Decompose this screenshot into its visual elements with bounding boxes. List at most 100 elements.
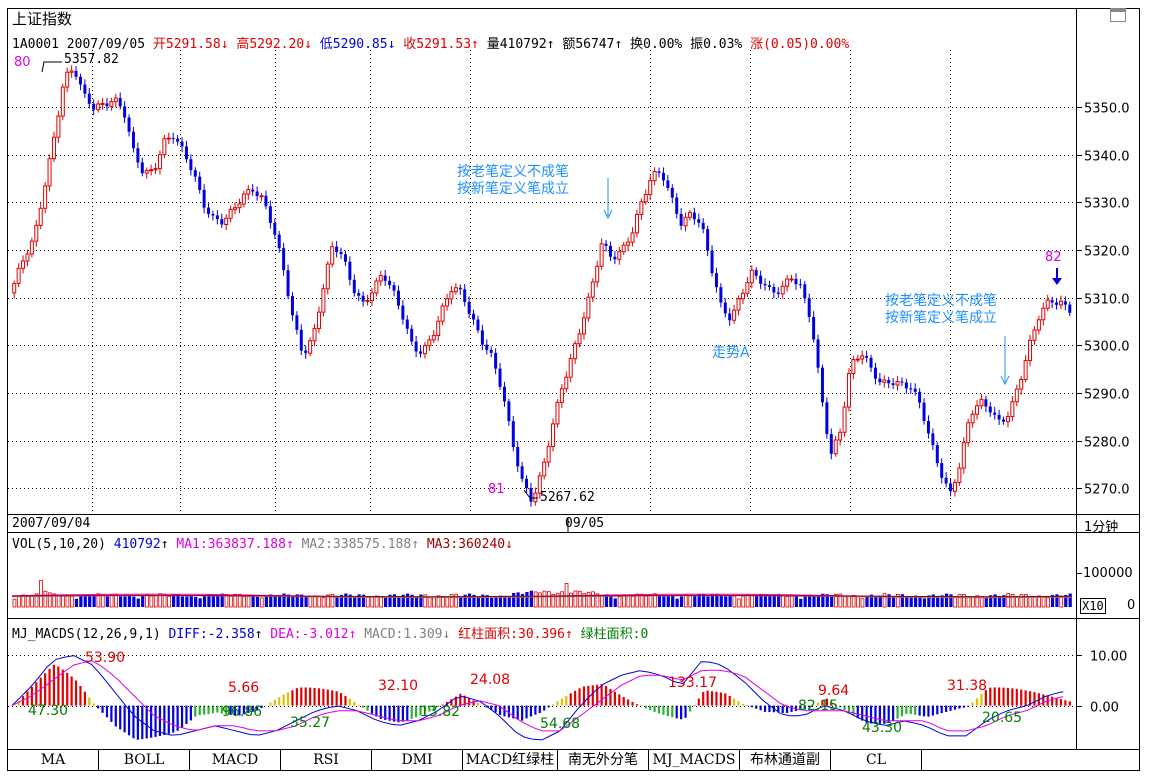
candle-body [555, 401, 560, 425]
candle-body [56, 115, 61, 138]
candle-body [494, 352, 498, 369]
volume-bar [339, 594, 344, 607]
macd-red-area-label: 5.66 [228, 680, 260, 696]
volume-bar [799, 598, 803, 607]
volume-bar [577, 590, 582, 608]
candle-body [1032, 329, 1037, 341]
volume-bar [865, 595, 869, 607]
volume-bar [34, 593, 39, 608]
volume-bar [326, 594, 330, 608]
volume-bar [304, 597, 308, 607]
candle-body [869, 357, 873, 368]
macd-red-area-label: 31.38 [947, 678, 988, 694]
candle-body [162, 138, 167, 156]
volume-bar [361, 594, 366, 607]
tab-7[interactable]: 南无外分笔 [558, 750, 649, 771]
volume-bar [295, 594, 299, 607]
candle-body [295, 315, 299, 330]
candle-body [529, 488, 533, 502]
volume-bar [282, 593, 286, 607]
tab-5[interactable]: DMI [372, 750, 463, 771]
candle-body [224, 217, 229, 226]
candle-body [798, 284, 802, 286]
vol-ma3-line [11, 594, 1073, 598]
volume-bar [92, 595, 96, 607]
tab-2[interactable]: BOLL [99, 750, 190, 771]
candle-body [604, 243, 608, 246]
candle-body [304, 350, 308, 354]
candle-body [564, 376, 569, 390]
header-close: 收5291.53 [403, 37, 472, 52]
volume-bar [476, 596, 480, 607]
tab-6[interactable]: MACD红绿柱 [463, 750, 558, 771]
volume-bar [74, 598, 79, 607]
candle-body [754, 270, 758, 276]
macd-tick-label: 10.00 [1090, 650, 1127, 665]
tab-4[interactable]: RSI [281, 750, 372, 771]
candle-body [180, 141, 184, 147]
low-leader [523, 489, 538, 499]
tab-10[interactable]: CL [831, 750, 922, 771]
candle-body [922, 402, 926, 422]
volume-bar [1064, 595, 1068, 607]
macd-tick-label: 0.00 [1090, 701, 1119, 716]
candle-body [900, 381, 904, 383]
volume-bar [882, 593, 887, 608]
volume-bar [374, 595, 379, 608]
candle-body [100, 102, 105, 105]
price-grid [8, 50, 1076, 514]
volume-bar [662, 596, 666, 607]
volume-bar [348, 594, 352, 607]
trend-label: 走势A [712, 345, 750, 361]
y-tick-label: 5290.0 [1084, 388, 1130, 403]
candle-body [202, 189, 206, 208]
volume-bar [180, 596, 185, 607]
volume-bar [353, 596, 357, 607]
annotation-2-line1: 按老笔定义不成笔 [885, 293, 997, 309]
volume-bar [555, 592, 560, 608]
volume-bar [895, 593, 900, 608]
up-arrow-icon: ↑ [411, 537, 420, 552]
tab-3[interactable]: MACD [190, 750, 281, 771]
up-arrow-icon: ↑ [471, 37, 479, 52]
window-restore-icon[interactable] [1110, 8, 1126, 22]
candle-body [96, 103, 101, 111]
volume-bar [291, 596, 295, 607]
volume-bar [512, 592, 516, 607]
period-button[interactable]: 1分钟 [1084, 520, 1119, 535]
vol-y-tick: 100000 [1083, 566, 1133, 581]
tab-1[interactable]: MA [8, 750, 99, 771]
down-arrow-icon: ↓ [505, 537, 513, 552]
candle-body [273, 222, 277, 235]
tab-8[interactable]: MJ_MACDS [649, 750, 740, 771]
volume-bar [944, 593, 949, 607]
page-title: 上证指数 [12, 10, 73, 28]
volume-bar [971, 596, 975, 608]
volume-bar [953, 596, 958, 608]
volume-bar [436, 595, 441, 608]
volume-bar [445, 596, 450, 608]
volume-bar [693, 596, 697, 607]
candle-body [675, 197, 679, 214]
candle-body [255, 191, 259, 196]
volume-bar [914, 595, 918, 607]
volume-bar [736, 598, 741, 608]
vol-unit[interactable]: X10 [1080, 598, 1106, 614]
macd-value: MACD:1.309 [364, 627, 443, 642]
candle-body [414, 341, 418, 352]
candle-body [944, 477, 948, 484]
candle-body [29, 240, 34, 255]
volume-bar [644, 595, 648, 608]
candle-body [913, 388, 917, 392]
candle-body [507, 401, 511, 422]
low-label: 5267.62 [540, 490, 595, 505]
candle-body [855, 358, 860, 361]
candle-body [498, 368, 502, 387]
annotation-1: 按老笔定义不成笔 按新笔定义笔成立 [457, 164, 569, 198]
vol-ma1: MA1:363837.188 [176, 537, 286, 552]
volume-bar [414, 596, 419, 607]
candle-body [590, 281, 595, 298]
volume-bar [273, 596, 277, 607]
tab-9[interactable]: 布林通道副 [740, 750, 831, 771]
volume-bar [300, 594, 304, 607]
